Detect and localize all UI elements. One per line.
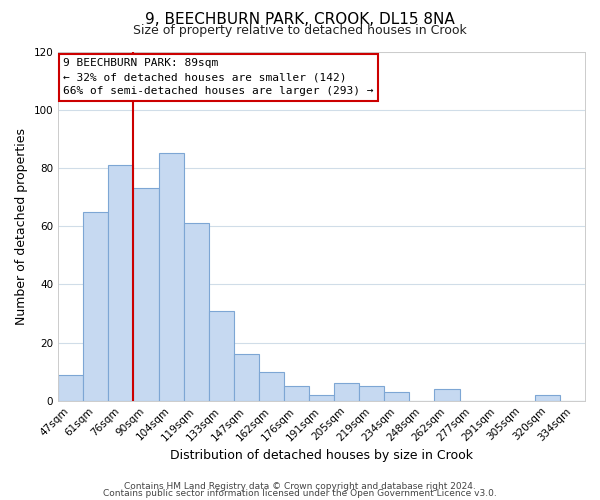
Bar [434,389,460,401]
Text: Contains HM Land Registry data © Crown copyright and database right 2024.: Contains HM Land Registry data © Crown c… [124,482,476,491]
Bar [385,392,409,401]
Bar [109,165,133,401]
Bar [158,154,184,401]
Text: 9, BEECHBURN PARK, CROOK, DL15 8NA: 9, BEECHBURN PARK, CROOK, DL15 8NA [145,12,455,28]
Bar [234,354,259,401]
Y-axis label: Number of detached properties: Number of detached properties [15,128,28,324]
Text: Contains public sector information licensed under the Open Government Licence v3: Contains public sector information licen… [103,489,497,498]
Bar [209,310,234,401]
Bar [334,384,359,401]
X-axis label: Distribution of detached houses by size in Crook: Distribution of detached houses by size … [170,450,473,462]
Text: 9 BEECHBURN PARK: 89sqm
← 32% of detached houses are smaller (142)
66% of semi-d: 9 BEECHBURN PARK: 89sqm ← 32% of detache… [64,58,374,96]
Bar [359,386,385,401]
Bar [309,395,334,401]
Text: Size of property relative to detached houses in Crook: Size of property relative to detached ho… [133,24,467,37]
Bar [133,188,158,401]
Bar [284,386,309,401]
Bar [184,224,209,401]
Bar [259,372,284,401]
Bar [535,395,560,401]
Bar [58,374,83,401]
Bar [83,212,109,401]
